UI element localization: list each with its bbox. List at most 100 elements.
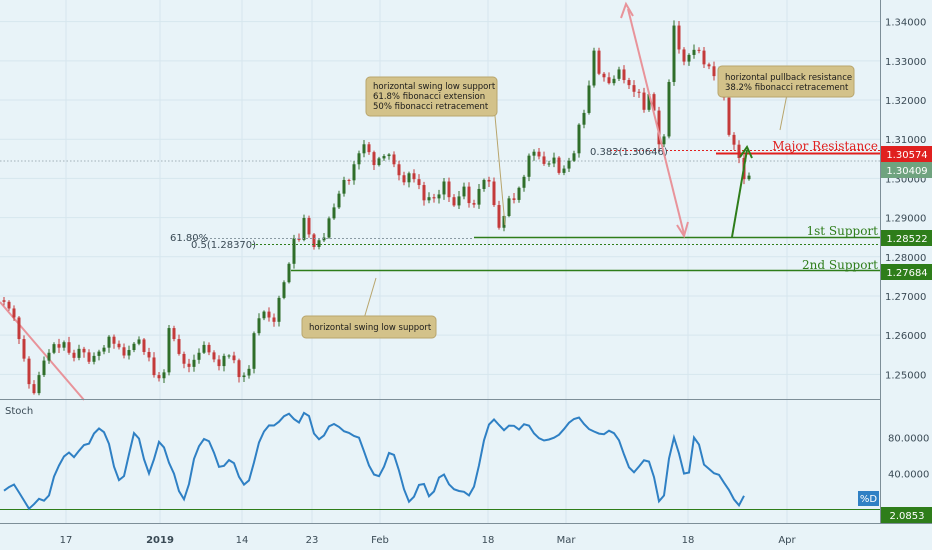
candle-body: [392, 154, 396, 165]
candle-body: [377, 158, 381, 166]
candle-body: [482, 179, 486, 189]
candle-body: [337, 193, 341, 208]
candle-body: [197, 352, 201, 360]
annotation-box: [365, 76, 498, 117]
x-tick-label: 14: [236, 535, 249, 546]
candle-body: [87, 352, 91, 362]
candle-body: [587, 85, 591, 113]
candle-body: [447, 181, 451, 198]
candles: [2, 20, 751, 396]
candle-body: [107, 336, 111, 348]
x-tick-label: 2019: [146, 535, 174, 546]
candle-body: [592, 50, 596, 86]
candle-body: [52, 344, 56, 353]
stoch-value-text: 2.0853: [890, 511, 925, 522]
level-price-text: 1.27684: [886, 268, 927, 279]
candle-body: [77, 348, 81, 358]
candle-body: [702, 50, 706, 65]
candle-body: [467, 186, 471, 204]
candle-body: [607, 77, 611, 84]
current-price-text: 1.30409: [886, 166, 927, 177]
candle-body: [352, 164, 356, 181]
candle-body: [662, 136, 666, 145]
y-tick-label: 1.27000: [885, 292, 926, 303]
arrowhead-down: [676, 221, 689, 239]
candle-body: [647, 94, 651, 110]
candle-body: [517, 187, 521, 200]
candle-body: [372, 152, 376, 166]
current-price-tag: [881, 162, 932, 178]
candle-body: [532, 151, 536, 156]
candle-body: [572, 153, 576, 161]
candle-body: [747, 175, 751, 180]
candle-body: [297, 238, 301, 240]
callout-pointer: [362, 277, 377, 323]
x-tick-label: 18: [682, 535, 695, 546]
candle-body: [582, 112, 586, 125]
candle-body: [387, 154, 391, 157]
level-price-tag: [881, 264, 932, 280]
candle-body: [222, 355, 226, 367]
candle-body: [217, 359, 221, 367]
candle-body: [192, 359, 196, 367]
annotation-text: horizontal swing low support: [309, 323, 432, 333]
arrowhead-green: [739, 144, 753, 159]
candle-body: [617, 69, 621, 79]
candle-body: [157, 375, 161, 379]
candle-body: [407, 173, 411, 183]
candle-body: [47, 352, 51, 361]
candle-body: [597, 50, 601, 74]
stoch-panel: Stoch %D: [0, 406, 880, 511]
candle-body: [367, 144, 371, 153]
candle-body: [212, 352, 216, 360]
candle-body: [207, 344, 211, 353]
candle-body: [502, 215, 506, 228]
candle-body: [227, 355, 231, 357]
candle-body: [672, 25, 676, 82]
candle-body: [17, 317, 21, 340]
fib-label: 0.5(1.28370): [191, 240, 256, 251]
stoch-value-tag: [881, 507, 932, 523]
candle-body: [317, 240, 321, 247]
candle-body: [622, 69, 626, 81]
candle-body: [72, 352, 76, 358]
candle-body: [312, 234, 316, 247]
level-label: 1st Support: [806, 224, 878, 238]
candle-body: [137, 339, 141, 344]
level-price-tag: [881, 230, 932, 246]
x-tick-label: 23: [306, 535, 319, 546]
candle-body: [32, 384, 36, 394]
candle-body: [262, 311, 266, 319]
candle-body: [362, 144, 366, 154]
candle-body: [152, 357, 156, 376]
candle-body: [642, 92, 646, 110]
candle-body: [277, 297, 281, 322]
candle-body: [27, 358, 31, 385]
candle-body: [637, 91, 641, 93]
candle-body: [142, 339, 146, 352]
candle-body: [687, 54, 691, 62]
candle-body: [652, 94, 656, 111]
annotation-text: horizontal swing low support: [373, 82, 496, 92]
stoch-title: Stoch: [5, 406, 33, 417]
callout-pointer: [493, 104, 506, 226]
y-tick-label: 1.25000: [885, 370, 926, 381]
x-tick-label: 17: [60, 535, 73, 546]
candle-body: [547, 163, 551, 165]
candle-body: [147, 351, 151, 358]
candle-body: [307, 217, 311, 235]
candle-body: [452, 197, 456, 206]
candle-body: [422, 185, 426, 201]
y-tick-label: 1.31000: [885, 135, 926, 146]
candle-body: [162, 372, 166, 379]
candle-body: [707, 64, 711, 67]
candle-body: [627, 80, 631, 86]
candle-body: [542, 156, 546, 164]
candle-body: [122, 347, 126, 356]
candle-body: [602, 73, 606, 78]
candle-body: [427, 197, 431, 201]
candle-body: [682, 49, 686, 62]
candle-body: [437, 194, 441, 199]
y-tick-label: 1.33000: [885, 57, 926, 68]
